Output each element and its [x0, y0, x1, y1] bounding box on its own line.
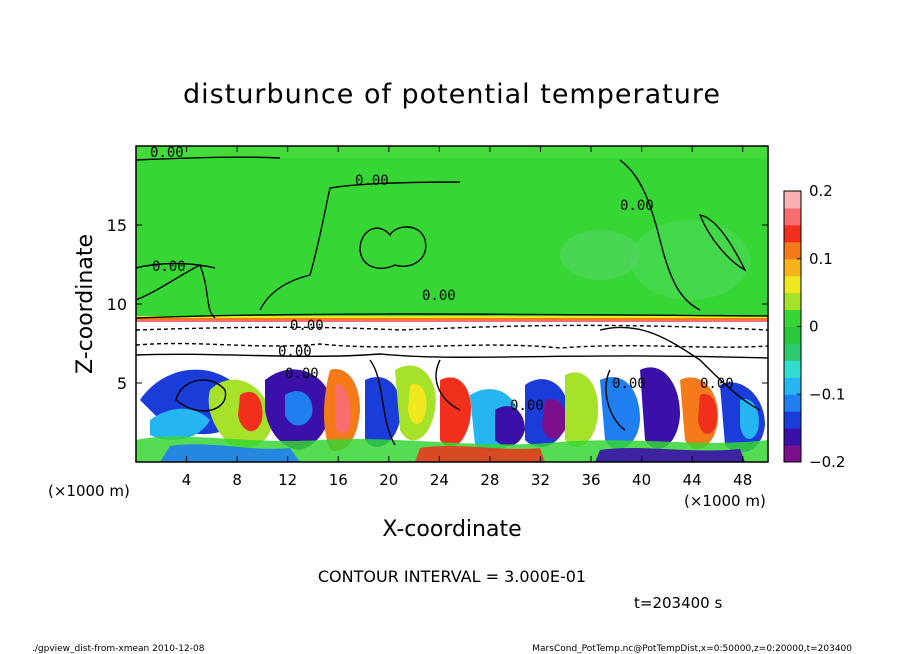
- contour-label: 0.00: [150, 145, 184, 161]
- colorbar-swatch: [784, 191, 801, 209]
- colorbar-tick-label: 0.1: [809, 250, 833, 268]
- colorbar-swatch: [784, 343, 801, 361]
- colorbar-swatch: [784, 394, 801, 412]
- colorbar-swatch: [784, 241, 801, 260]
- contour-label: 0.00: [612, 376, 646, 392]
- colorbar-tick-label: 0: [809, 318, 819, 336]
- y-tick-label: 10: [107, 295, 127, 314]
- contour-label: 0.00: [152, 259, 186, 275]
- x-tick-label: 16: [329, 471, 348, 489]
- x-axis-title: X-coordinate: [382, 517, 521, 542]
- heatmap-field: 0.00 0.00 0.00 0.00 0.00 0.00 0.00 0.00 …: [136, 145, 768, 462]
- x-tick-label: 40: [632, 471, 651, 489]
- y-axis-title: Z-coordinate: [73, 234, 98, 374]
- x-tick-label: 28: [480, 471, 499, 489]
- colorbar-swatch: [784, 258, 801, 277]
- x-tick-label: 44: [683, 471, 702, 489]
- colorbar-swatch: [784, 309, 801, 327]
- x-tick-label: 32: [531, 471, 550, 489]
- contour-label: 0.00: [290, 318, 324, 334]
- x-tick-label: 48: [733, 471, 752, 489]
- turbulence-blobs: [136, 365, 768, 462]
- contour-label: 0.00: [700, 376, 734, 392]
- colorbar: 0.2 0.1 0 −0.1 −0.2: [784, 182, 845, 471]
- y-tick-label: 15: [107, 216, 127, 235]
- colorbar-swatch: [784, 275, 801, 294]
- contour-label-group: 0.00 0.00 0.00 0.00 0.00 0.00 0.00 0.00 …: [150, 145, 734, 414]
- contour-label: 0.00: [285, 366, 319, 382]
- y-axis: 5 10 15: [107, 216, 768, 393]
- colorbar-tick-label: −0.1: [809, 385, 845, 403]
- contour-label: 0.00: [620, 198, 654, 214]
- colorbar-tick-label: 0.2: [809, 182, 833, 200]
- contour-interval-text: CONTOUR INTERVAL = 3.000E-01: [318, 567, 586, 586]
- colorbar-swatch: [784, 411, 801, 429]
- colorbar-swatch: [784, 207, 801, 226]
- x-tick-label: 12: [278, 471, 297, 489]
- colorbar-swatch: [784, 445, 801, 463]
- contour-label: 0.00: [422, 288, 456, 304]
- y-tick-label: 5: [117, 374, 127, 393]
- colorbar-swatch: [784, 377, 801, 395]
- time-label: t=203400 s: [634, 594, 722, 612]
- colorbar-swatch: [784, 224, 801, 243]
- colorbar-swatch: [784, 326, 801, 344]
- footer-left: ./gpview_dist-from-xmean 2010-12-08: [32, 644, 205, 654]
- colorbar-tick-label: −0.2: [809, 453, 845, 471]
- contour-label: 0.00: [278, 344, 312, 360]
- x-tick-label: 24: [430, 471, 449, 489]
- x-tick-label: 8: [232, 471, 242, 489]
- x-unit-label-right: (×1000 m): [684, 492, 766, 510]
- colorbar-swatch: [784, 360, 801, 378]
- colorbar-swatch: [784, 428, 801, 446]
- x-tick-label: 20: [379, 471, 398, 489]
- contour-label: 0.00: [355, 173, 389, 189]
- footer-right: MarsCond_PotTemp.nc@PotTempDist,x=0:5000…: [532, 644, 852, 654]
- x-unit-label-left: (×1000 m): [48, 482, 130, 500]
- x-axis: 4 8 12 16 20 24 28 32 36 40 44 48: [182, 146, 752, 489]
- colorbar-swatch: [784, 292, 801, 311]
- chart-title: disturbunce of potential temperature: [183, 79, 721, 110]
- colorbar-frame: [783, 190, 802, 463]
- x-tick-label: 4: [182, 471, 192, 489]
- contour-lines: [136, 156, 768, 446]
- x-tick-label: 36: [581, 471, 600, 489]
- contour-label: 0.00: [510, 398, 544, 414]
